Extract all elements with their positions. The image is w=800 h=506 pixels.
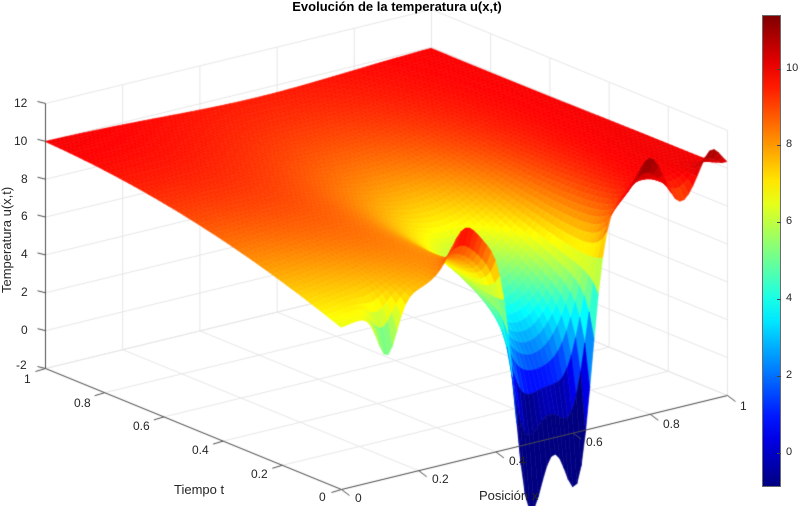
z-axis-label: Temperatura u(x,t) bbox=[0, 186, 14, 293]
colorbar-tick-8: 8 bbox=[786, 138, 793, 150]
colorbar[interactable] bbox=[762, 15, 781, 487]
colorbar-tickmark bbox=[777, 222, 781, 223]
x-tick-1: 1 bbox=[740, 399, 747, 413]
colorbar-tick-0: 0 bbox=[786, 446, 793, 458]
z-tick-4: 4 bbox=[21, 247, 28, 261]
t-tick-1: 1 bbox=[24, 372, 31, 386]
colorbar-tickmark bbox=[777, 145, 781, 146]
z-tick-2: 2 bbox=[21, 285, 28, 299]
t-tick-0.6: 0.6 bbox=[133, 419, 150, 433]
colorbar-tick-10: 10 bbox=[786, 62, 799, 74]
colorbar-tickmark bbox=[777, 69, 781, 70]
t-tick-0.4: 0.4 bbox=[192, 443, 209, 457]
x-tick-0.4: 0.4 bbox=[509, 454, 526, 468]
colorbar-tick-4: 4 bbox=[786, 292, 793, 304]
x-axis-label: Posición x bbox=[479, 488, 539, 503]
t-tick-0: 0 bbox=[319, 490, 326, 504]
x-tick-0.6: 0.6 bbox=[586, 435, 603, 449]
colorbar-tick-6: 6 bbox=[786, 215, 793, 227]
z-tick-8: 8 bbox=[21, 172, 28, 186]
x-tick-0: 0 bbox=[355, 491, 362, 505]
t-tick-0.8: 0.8 bbox=[74, 396, 91, 410]
colorbar-tickmark bbox=[777, 299, 781, 300]
t-tick-0.2: 0.2 bbox=[251, 467, 268, 481]
x-tick-0.2: 0.2 bbox=[432, 472, 449, 486]
colorbar-tickmark bbox=[777, 376, 781, 377]
z-tick-10: 10 bbox=[14, 134, 28, 148]
z-tick-6: 6 bbox=[21, 209, 28, 223]
colorbar-tickmark bbox=[777, 453, 781, 454]
x-tick-0.8: 0.8 bbox=[663, 417, 680, 431]
z-tick-0: 0 bbox=[21, 323, 28, 337]
chart-title: Evolución de la temperatura u(x,t) bbox=[292, 0, 502, 14]
colorbar-tick-2: 2 bbox=[786, 369, 793, 381]
z-tick-neg2: -2 bbox=[16, 358, 27, 372]
t-axis-label: Tiempo t bbox=[174, 482, 225, 497]
z-tick-12: 12 bbox=[14, 96, 28, 110]
